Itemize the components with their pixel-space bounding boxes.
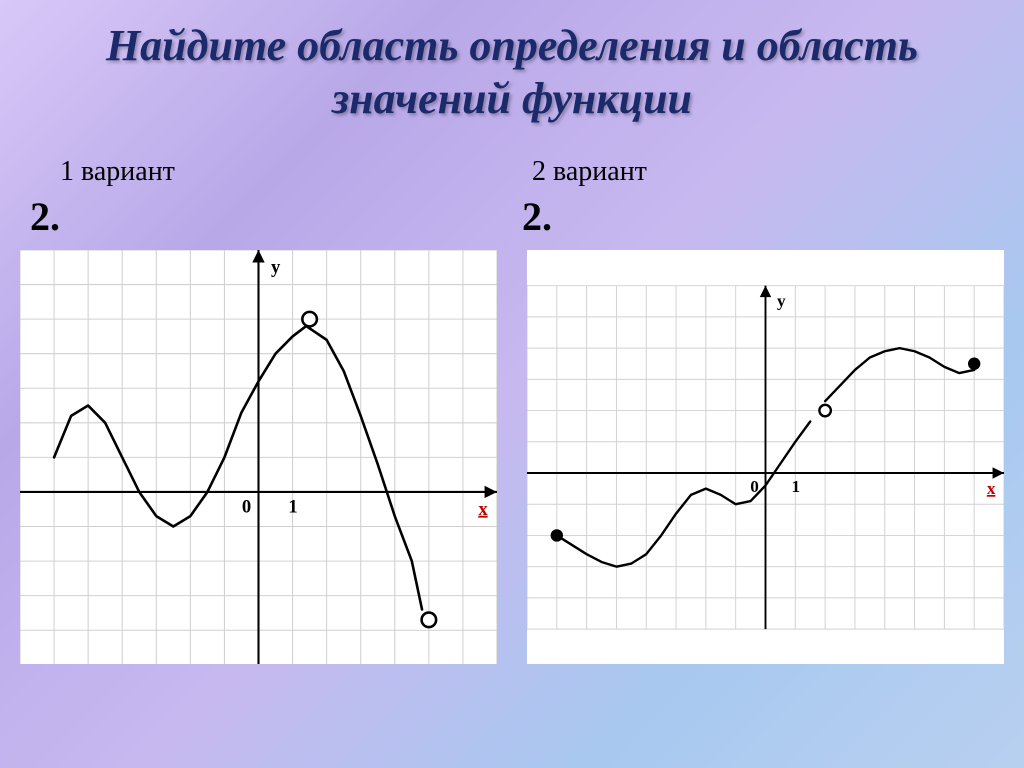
variant-1-label: 1 вариант xyxy=(40,156,512,188)
variant-2-label: 2 вариант xyxy=(512,156,984,188)
chart-left: y x 0 1 xyxy=(20,250,497,665)
page-title: Найдите область определения и область зн… xyxy=(0,0,1024,136)
charts-row: y x 0 1 y x 0 1 xyxy=(0,240,1024,675)
svg-text:1: 1 xyxy=(288,496,297,517)
svg-text:y: y xyxy=(271,256,281,277)
variants-row: 1 вариант 2 вариант xyxy=(0,136,1024,193)
task-number-right: 2. xyxy=(512,193,1004,240)
svg-text:1: 1 xyxy=(791,477,800,496)
task-numbers-row: 2. 2. xyxy=(0,193,1024,240)
svg-text:y: y xyxy=(777,291,786,310)
svg-text:x: x xyxy=(478,498,488,519)
chart-right: yx01 xyxy=(527,250,1004,665)
task-number-left: 2. xyxy=(20,193,512,240)
svg-text:x: x xyxy=(987,479,996,498)
svg-text:0: 0 xyxy=(242,496,251,517)
